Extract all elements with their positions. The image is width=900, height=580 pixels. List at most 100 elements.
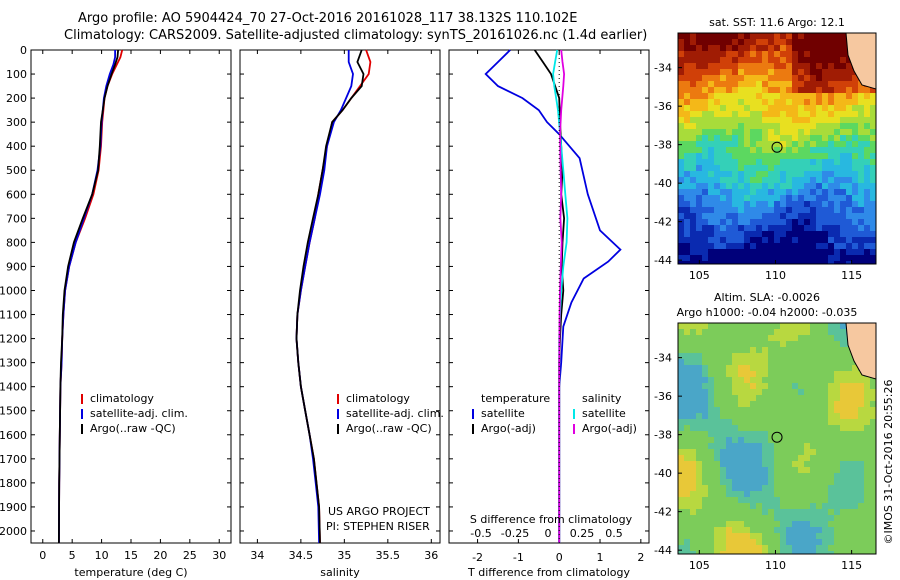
map-cell (732, 183, 738, 189)
map-cell (720, 255, 726, 261)
depth-tick-label: 2000 (0, 525, 27, 538)
map-cell (780, 177, 786, 183)
map-cell (840, 141, 846, 147)
map-cell (744, 165, 750, 171)
map-cell (678, 51, 684, 57)
map-cell (756, 479, 762, 485)
map-cell (792, 347, 798, 353)
map-cell (840, 153, 846, 159)
map-cell (726, 449, 732, 455)
map-cell (750, 195, 756, 201)
map-cell (744, 389, 750, 395)
map-cell (870, 153, 876, 159)
map-cell (756, 521, 762, 527)
map-cell (702, 347, 708, 353)
map-cell (696, 135, 702, 141)
map-cell (720, 485, 726, 491)
map-cell (738, 341, 744, 347)
map-cell (762, 389, 768, 395)
map-cell (750, 515, 756, 521)
map-cell (720, 455, 726, 461)
map-cell (762, 509, 768, 515)
map-cell (858, 389, 864, 395)
map-cell (756, 395, 762, 401)
map-cell (720, 389, 726, 395)
map-cell (846, 479, 852, 485)
map-cell (690, 503, 696, 509)
map-cell (858, 135, 864, 141)
map-cell (804, 551, 810, 554)
sla-map-xtick-label: 110 (765, 559, 786, 572)
map-cell (684, 545, 690, 551)
map-cell (696, 437, 702, 443)
map-cell (762, 99, 768, 105)
map-cell (768, 419, 774, 425)
map-cell (792, 341, 798, 347)
map-cell (690, 431, 696, 437)
map-cell (678, 129, 684, 135)
map-cell (756, 491, 762, 497)
map-cell (768, 485, 774, 491)
map-cell (708, 419, 714, 425)
map-cell (678, 249, 684, 255)
map-cell (786, 329, 792, 335)
map-cell (798, 497, 804, 503)
map-cell (690, 147, 696, 153)
map-cell (708, 341, 714, 347)
map-cell (798, 383, 804, 389)
map-cell (828, 201, 834, 207)
map-cell (690, 141, 696, 147)
map-cell (768, 359, 774, 365)
map-cell (738, 45, 744, 51)
map-cell (690, 371, 696, 377)
map-cell (858, 201, 864, 207)
map-cell (828, 353, 834, 359)
map-cell (690, 225, 696, 231)
map-cell (696, 147, 702, 153)
map-cell (792, 165, 798, 171)
map-cell (708, 39, 714, 45)
map-cell (798, 359, 804, 365)
map-cell (858, 93, 864, 99)
map-cell (732, 353, 738, 359)
map-cell (774, 93, 780, 99)
map-cell (702, 323, 708, 329)
map-cell (774, 63, 780, 69)
map-cell (756, 335, 762, 341)
map-cell (708, 347, 714, 353)
map-cell (780, 39, 786, 45)
map-cell (750, 189, 756, 195)
map-cell (708, 539, 714, 545)
map-cell (738, 365, 744, 371)
map-cell (714, 189, 720, 195)
map-cell (810, 335, 816, 341)
map-cell (774, 551, 780, 554)
map-cell (822, 329, 828, 335)
map-cell (762, 467, 768, 473)
map-cell (822, 213, 828, 219)
map-cell (846, 413, 852, 419)
map-cell (852, 515, 858, 521)
map-cell (750, 539, 756, 545)
map-cell (780, 237, 786, 243)
map-cell (708, 123, 714, 129)
map-cell (858, 231, 864, 237)
difference-profile-xtick-label: 1 (597, 551, 604, 564)
map-cell (750, 213, 756, 219)
map-cell (828, 255, 834, 261)
map-cell (714, 455, 720, 461)
map-cell (768, 123, 774, 129)
map-cell (762, 323, 768, 329)
map-cell (708, 521, 714, 527)
map-cell (744, 63, 750, 69)
legend-group-salinity: salinity (582, 392, 622, 405)
map-cell (864, 443, 870, 449)
map-cell (858, 473, 864, 479)
map-cell (840, 159, 846, 165)
map-cell (834, 141, 840, 147)
map-cell (696, 177, 702, 183)
map-cell (816, 413, 822, 419)
map-cell (846, 237, 852, 243)
map-cell (690, 93, 696, 99)
map-cell (828, 75, 834, 81)
